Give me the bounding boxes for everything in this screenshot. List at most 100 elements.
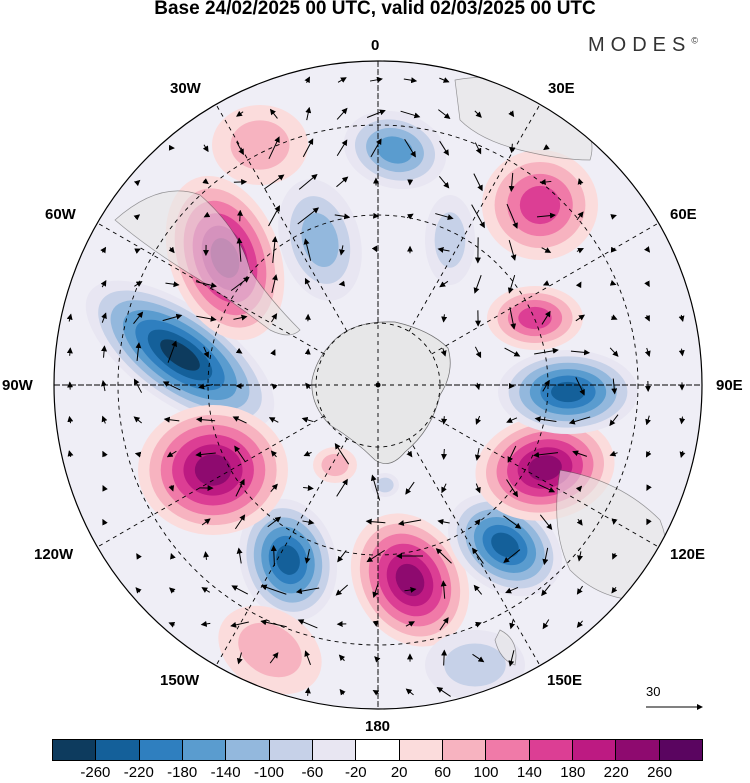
wind-vectors [66,76,686,697]
wind-arrow [441,448,447,460]
wind-arrow [370,138,382,158]
wind-arrow [503,515,522,529]
wind-arrow [576,620,583,628]
wind-arrow [400,110,421,119]
wind-arrow [305,382,312,390]
wind-arrow [404,586,417,593]
wind-arrow [133,179,141,187]
wind-arrow [230,621,249,628]
wind-arrow [610,214,617,220]
anomaly-contour [194,454,232,486]
wind-arrow [507,445,517,463]
wind-arrow [134,248,141,254]
wind-arrow [270,450,278,458]
wind-arrow [474,448,481,461]
wind-arrow [271,274,278,294]
colorbar-swatch [442,740,487,760]
wind-arrow [572,450,588,457]
anomaly-contour [238,622,302,678]
wind-arrow [678,348,685,357]
wind-arrow [472,547,484,564]
colorbar-swatch [659,740,702,760]
wind-arrow [473,275,482,294]
wind-arrow [269,108,278,119]
wind-arrow [473,584,483,595]
wind-arrow [645,450,652,458]
lon-label-0: 0 [371,37,380,54]
wind-arrow [506,479,519,498]
wind-arrow [646,484,652,492]
wind-arrow [304,277,312,290]
wind-arrow [101,345,108,358]
anomaly-contour [519,185,561,225]
wind-arrow [541,310,551,325]
wind-arrow [509,307,517,330]
meridian-line [408,438,541,666]
wind-arrow [336,176,349,188]
wind-arrow [543,144,550,151]
wind-arrow [609,280,617,286]
lon-label-90e: 90E [716,377,743,394]
lon-label-30e: 30E [548,80,575,97]
colorbar-swatch [53,740,97,760]
wind-arrow [304,348,311,355]
meridian-line [215,438,348,666]
wind-arrow [195,451,216,458]
anomaly-contour [395,563,425,597]
wind-arrow [232,416,247,424]
meridian-line [97,222,325,355]
wind-arrow [541,584,551,597]
wind-arrow [405,621,415,627]
wind-arrow [102,518,108,526]
wind-arrow [302,138,314,158]
lon-label-180: 180 [365,718,391,735]
wind-arrow [201,587,211,593]
reference-vector-label: 30 [646,684,661,699]
wind-arrow [66,313,73,322]
wind-arrow [406,213,414,220]
wind-arrow [100,279,107,288]
wind-arrow [568,416,591,425]
colorbar-tick-label: 180 [560,764,586,781]
wind-arrow [537,483,556,493]
wind-arrow [509,619,516,630]
wind-arrow [471,204,485,229]
wind-arrow [372,689,380,696]
wind-arrow [646,518,652,526]
colorbar-swatch [312,740,357,760]
wind-arrow [576,585,584,595]
wind-arrow [438,175,450,189]
colorbar-swatch [269,740,313,760]
wind-arrow [539,514,553,530]
wind-arrow [67,415,74,424]
wind-arrow [542,619,550,630]
wind-arrow [404,139,416,158]
colorbar-tick-label: 100 [473,764,499,781]
wind-arrow [195,281,218,289]
wind-arrow [260,619,287,628]
wind-arrow [298,173,318,190]
wind-arrow [168,622,176,628]
wind-arrow [304,548,311,564]
lon-label-90w: 90W [2,377,33,394]
wind-arrow [577,551,584,562]
wind-arrow [534,347,559,355]
wind-arrow [508,172,515,193]
colorbar-tick-label: 20 [390,764,408,781]
wind-arrow [102,450,108,458]
south-america-shape [114,190,301,336]
wind-arrow [203,551,210,560]
anomaly-contour [444,643,506,687]
colorbar-tick-label: 60 [434,764,451,781]
wind-arrow [372,620,379,627]
map-border [53,60,703,710]
wind-arrow [201,518,211,526]
colorbar-swatch [529,740,573,760]
anomaly-contour [376,477,394,493]
land-masses [114,76,667,666]
wind-arrow [505,586,519,594]
anomaly-contour [518,306,552,330]
wind-arrow [371,245,378,253]
wind-arrow [534,416,557,423]
wind-arrow [507,275,516,294]
